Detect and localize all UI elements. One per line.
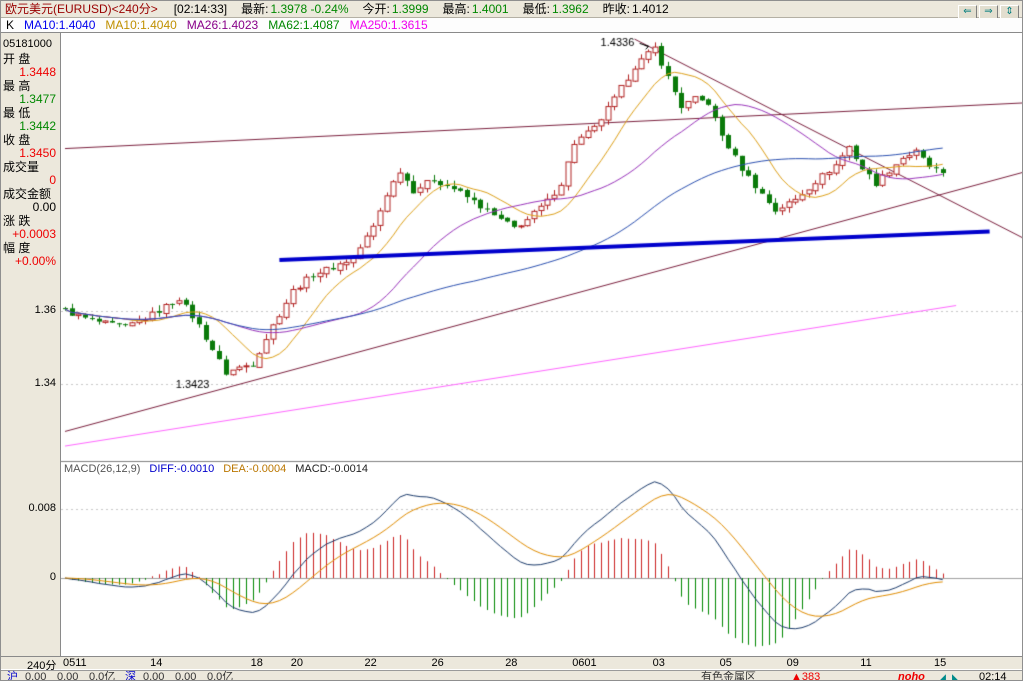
macd-indicator-header: MACD(26,12,9) DIFF:-0.0010 DEA:-0.0004 MACD… [64, 463, 377, 475]
field-range: 幅 度 +0.00% [3, 241, 56, 268]
sz-index-label: 深 [125, 671, 136, 681]
field-close: 收 盘 1.3450 [3, 133, 56, 160]
scroll-left-button[interactable]: ⇐ [958, 4, 977, 19]
selected-bar-id: 05181000 [3, 38, 52, 50]
sector-ticker[interactable]: 有色金属区 [701, 671, 756, 681]
x-axis-tick-22: 22 [364, 657, 377, 669]
scroll-right-button[interactable]: ⇒ [979, 4, 998, 19]
ma62-value: MA62:1.4087 [268, 18, 340, 32]
quote-field-high: 最高: 1.4001 [442, 2, 509, 16]
quote-title-bar: 欧元美元(EURUSD)<240分> [02:14:33] 最新: 1.3978 -0… [1, 1, 1022, 19]
macd-dea-value: DEA:-0.0004 [223, 463, 287, 475]
titlebar-buttons: ⇐ ⇒ ⇕ [956, 2, 1019, 19]
sz-index-volume: 0.0亿 [207, 671, 234, 681]
field-turnover: 成交金额 0.00 [3, 187, 56, 214]
mini-down-icon[interactable]: ◣ [952, 672, 959, 681]
sh-index-label: 沪 [7, 671, 18, 681]
kline-label: K [6, 18, 15, 32]
sector-change-badge: ▲383 [791, 671, 821, 681]
x-axis-tick-15: 15 [934, 657, 947, 669]
macd-formula-label: MACD(26,12,9) [64, 463, 141, 475]
x-axis-tick-28: 28 [505, 657, 518, 669]
quote-timestamp: [02:14:33] [173, 2, 228, 16]
quote-field-latest: 最新: 1.3978 -0.24% [241, 2, 349, 16]
brand-logo: noho [898, 671, 925, 681]
x-axis-tick-09: 09 [786, 657, 799, 669]
sh-index-change: 0.00 [57, 671, 79, 681]
ma26-value: MA26:1.4023 [186, 18, 259, 32]
ma10-b-value: MA10:1.4040 [105, 18, 177, 32]
field-high: 最 高 1.3477 [3, 79, 56, 106]
status-bar: 沪 0.00 0.00 0.0亿 深 0.00 0.00 0.0亿 有色金属区 … [1, 670, 1022, 681]
x-axis-row: 240分 0511 14 18 20 22 26 28 0601 03 05 09 11 15 [1, 656, 1022, 672]
mini-up-icon[interactable]: ◢ [939, 672, 946, 681]
kline-macd-chart-canvas[interactable] [61, 33, 1022, 656]
x-axis-tick-0511: 0511 [63, 657, 87, 669]
sh-index-value: 0.00 [25, 671, 47, 681]
field-low: 最 低 1.3442 [3, 106, 56, 133]
x-axis-tick-05: 05 [719, 657, 732, 669]
instrument-title: 欧元美元(EURUSD)<240分> [5, 2, 158, 16]
x-axis-tick-26: 26 [431, 657, 444, 669]
ma250-value: MA250:1.3615 [349, 18, 428, 32]
price-axis-tick-134: 1.34 [34, 377, 56, 389]
macd-diff-value: DIFF:-0.0010 [149, 463, 215, 475]
field-volume: 成交量 0 [3, 160, 56, 187]
field-open: 开 盘 1.3448 [3, 52, 56, 79]
quote-field-low: 最低: 1.3962 [522, 2, 589, 16]
period-label: 240分 [27, 660, 57, 672]
x-axis-tick-03: 03 [652, 657, 665, 669]
ma-indicator-header: K MA10:1.4040 MA10:1.4040 MA26:1.4023 MA62:1… [1, 18, 1022, 33]
x-axis-tick-18: 18 [250, 657, 263, 669]
field-change: 涨 跌 +0.0003 [3, 214, 56, 241]
macd-axis-tick-0008: 0.008 [28, 502, 56, 514]
macd-macd-value: MACD:-0.0014 [295, 463, 368, 475]
ohlc-side-panel: 05181000 开 盘 1.3448 最 高 1.3477 最 低 1.3442 收… [1, 33, 61, 656]
ma10-a-value: MA10:1.4040 [24, 18, 96, 32]
x-axis-tick-14: 14 [150, 657, 163, 669]
sh-index-volume: 0.0亿 [89, 671, 116, 681]
sz-index-value: 0.00 [143, 671, 165, 681]
price-axis-tick-136: 1.36 [34, 304, 56, 316]
macd-axis-tick-0: 0 [49, 571, 56, 583]
sz-index-change: 0.00 [175, 671, 197, 681]
quote-field-open: 今开: 1.3999 [362, 2, 429, 16]
quote-field-prev-close: 昨收: 1.4012 [602, 2, 669, 16]
x-axis-tick-0601: 0601 [572, 657, 597, 669]
zoom-toggle-button[interactable]: ⇕ [1000, 4, 1019, 19]
status-clock: 02:14 [979, 671, 1007, 681]
x-axis-tick-20: 20 [290, 657, 304, 669]
x-axis-tick-11: 11 [860, 657, 872, 669]
